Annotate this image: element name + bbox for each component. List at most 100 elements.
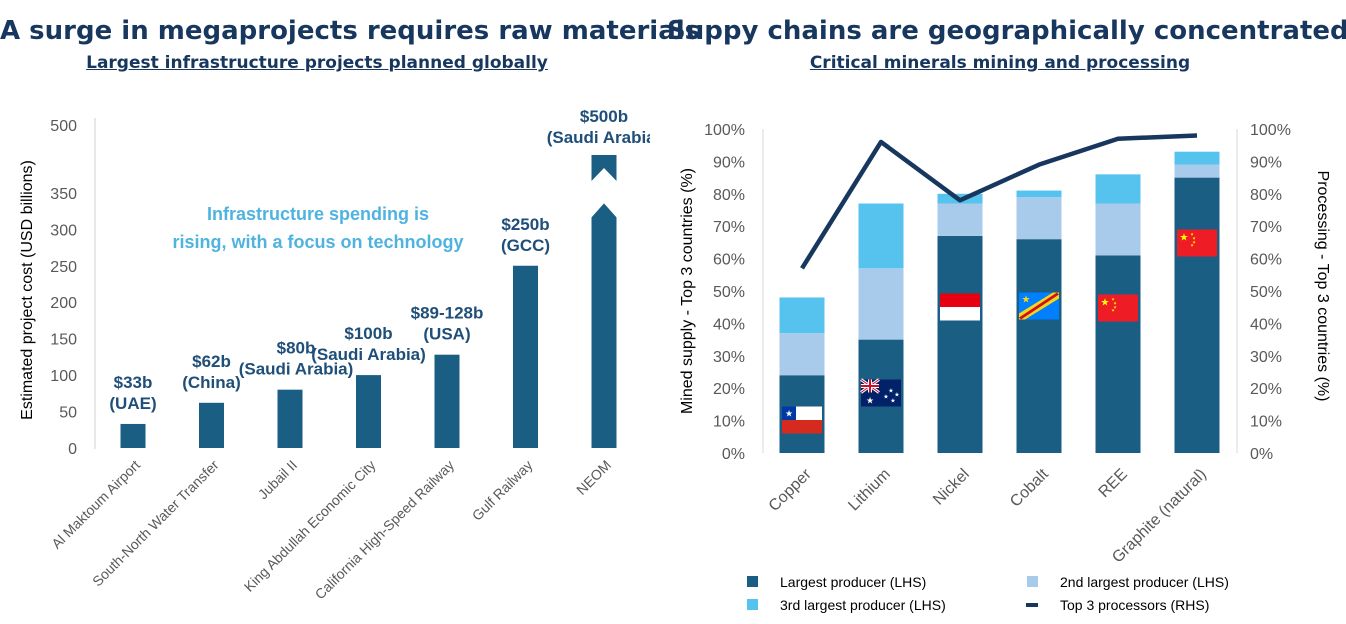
bar-value-label: $500b [580,107,628,126]
y-tick-label: 10% [713,414,745,431]
stack-segment [1095,174,1141,204]
flag-star: ★ [1180,233,1189,244]
flag-australia-icon: ★★★★ ★ [860,378,901,407]
flag-star: ★ [1190,232,1194,237]
flag-star: ★ [894,392,899,399]
x-tick-label: Nickel [930,466,973,509]
annotation-text: Infrastructure spending is [207,204,429,224]
bar-region-label: (Saudi Arabia) [239,360,354,379]
y2-tick-label: 10% [1250,414,1282,431]
flag-star: ★ [1113,305,1117,310]
flag-star: ★ [1113,301,1117,306]
flag-part [1098,294,1138,322]
flag-china-icon: ★ ★★★★ [1177,229,1217,257]
y2-tick-label: 0% [1250,446,1273,463]
flag-star: ★ [785,409,793,419]
bar-break-top [591,154,617,181]
x-tick-label: Cobalt [1007,465,1052,510]
y-tick-label: 0% [722,446,745,463]
bar [434,354,460,448]
x-tick-label: REE [1096,466,1131,501]
legend-label: Top 3 processors (RHS) [1060,597,1209,613]
bar-value-label: $250b [501,215,549,234]
x-tick-label: Copper [766,465,816,515]
flag-star: ★ [1101,298,1110,309]
legend-swatch [747,576,758,587]
y2-tick-label: 30% [1250,349,1282,366]
stack-segment [937,203,983,236]
flag-part [782,406,796,420]
flag-part [1177,229,1217,257]
y-tick-label: 100% [704,122,745,139]
flag-indonesia-icon [940,293,980,321]
bar [120,423,146,448]
bar [277,389,303,448]
y-tick-label: 500 [50,118,77,135]
stack-segment [779,297,825,334]
y-tick-label: 80% [713,187,745,204]
flag-chile-icon: ★ [782,406,822,434]
y2-tick-label: 70% [1250,219,1282,236]
bar-value-label: $33b [114,373,153,392]
y2-tick-label: 20% [1250,381,1282,398]
y-tick-label: 20% [713,381,745,398]
y-tick-label: 40% [713,316,745,333]
y-tick-label: 350 [50,186,77,203]
y-tick-label: 30% [713,349,745,366]
flag-star: ★ [890,398,895,405]
flag-part [1019,292,1059,320]
bar-region-label: (China) [182,373,241,392]
stack-segment [1095,203,1141,256]
flag-star: ★ [1111,308,1115,313]
y-tick-label: 200 [50,295,77,312]
y2-tick-label: 100% [1250,122,1291,139]
legend-label: 2nd largest producer (LHS) [1060,574,1229,590]
legend-swatch [747,599,758,610]
y-tick-label: 100 [50,368,77,385]
left-chart-subtitle: Largest infrastructure projects planned … [86,53,548,73]
right-chart-subtitle: Critical minerals mining and processing [809,53,1191,73]
bar [513,265,538,448]
y-axis-title: Estimated project cost (USD billions) [19,160,36,420]
y-tick-label: 90% [713,154,745,171]
stack-segment [1174,177,1220,453]
stack-segment [1095,255,1141,453]
flag-star: ★ [1111,297,1115,302]
flag-china-icon: ★ ★★★★ [1098,294,1138,322]
processing-line [800,133,1198,270]
y2-axis-title: Processing - Top 3 countries (%) [1314,171,1331,402]
bar-region-label: (UAE) [109,394,156,413]
bar-value-label: $80b [277,339,316,358]
flag-dr-congo-icon: ★ [1019,292,1059,320]
bar-value-label: $62b [192,352,231,371]
stack-segment [1016,190,1062,198]
flag-part [940,293,980,307]
y2-tick-label: 40% [1250,316,1282,333]
flag-part [940,307,980,321]
y2-tick-label: 80% [1250,187,1282,204]
bar-value-label: $100b [344,324,392,343]
left-bar-chart: 0 50 100 150 200 250 300 350 500 Estimated projec… [19,107,650,602]
flag-star: ★ [883,394,888,401]
flag-part [861,379,879,393]
legend-label: Largest producer (LHS) [780,574,926,590]
y-tick-label: 300 [50,222,77,239]
flag-star: ★ [866,396,874,406]
bar-region-label: (Saudi Arabia) [547,128,650,147]
stack-segment [858,268,904,340]
annotation-text: rising, with a focus on technology [172,232,463,252]
stack-segment [779,333,825,376]
stack-segment [1016,239,1062,453]
y-axis-title: Mined supply - Top 3 countries (%) [679,168,696,414]
y-tick-label: 70% [713,219,745,236]
right-chart-title: Suppy chains are geographically concentr… [667,16,1346,46]
stack-segment [1174,151,1220,165]
y-tick-label: 50 [59,405,77,422]
stack-segment [1174,164,1220,178]
y2-tick-label: 60% [1250,252,1282,269]
left-chart-title: A surge in megaprojects requires raw mat… [0,16,701,46]
flag-part [782,420,822,434]
flag-star: ★ [1192,236,1196,241]
y-tick-label: 150 [50,332,77,349]
